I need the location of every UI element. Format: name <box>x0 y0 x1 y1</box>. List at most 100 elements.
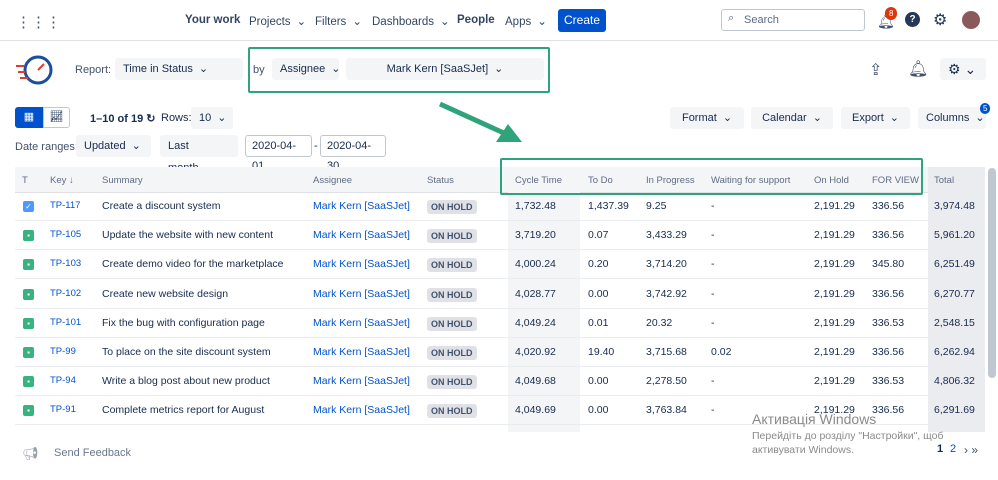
create-button[interactable]: Create <box>558 9 606 32</box>
column-header[interactable]: Assignee <box>313 175 353 186</box>
rows-select[interactable]: 10 <box>191 107 233 129</box>
search-icon: ⌕ <box>728 12 735 24</box>
user-select[interactable]: Mark Kern [SaaSJet] <box>346 58 544 80</box>
cell: 336.53 <box>872 375 905 388</box>
feedback-link[interactable]: Send Feedback <box>54 447 132 459</box>
cell: 3,742.92 <box>646 287 687 300</box>
column-header[interactable]: Status <box>427 175 454 186</box>
settings-menu[interactable]: ⚙ ⌄ <box>940 58 986 80</box>
bell-icon[interactable]: 🔔︎ <box>908 61 929 78</box>
column-header[interactable]: On Hold <box>814 175 849 186</box>
total-column-bg <box>928 167 985 432</box>
page-link[interactable]: 1 <box>937 443 944 455</box>
help-icon[interactable]: ? <box>905 12 920 27</box>
date-from[interactable]: 2020-04-01 <box>245 135 312 172</box>
date-field-select[interactable]: Updated <box>76 135 151 157</box>
status-lozenge: ON HOLD <box>427 375 477 390</box>
watermark-text: Перейдіть до розділу "Настройки", щоб ак… <box>752 430 944 456</box>
report-label: Report: <box>75 64 112 76</box>
cell: 1,437.39 <box>588 200 629 212</box>
chart-view-button[interactable]: 📈︎ <box>43 107 70 128</box>
cell: - <box>711 404 715 417</box>
row-divider <box>15 278 985 280</box>
export-button[interactable]: Export <box>841 107 910 129</box>
nav-item[interactable]: Apps <box>505 14 547 28</box>
issue-key[interactable]: TP-101 <box>50 316 82 328</box>
cell: 0.00 <box>588 375 609 388</box>
cell: 336.53 <box>872 316 905 329</box>
date-to[interactable]: 2020-04-30 <box>320 135 386 172</box>
column-header[interactable]: In Progress <box>646 175 695 186</box>
column-header[interactable]: FOR VIEW <box>872 175 919 186</box>
assignee-link[interactable]: Mark Kern [SaaSJet] <box>313 200 410 212</box>
cell: 5,961.20 <box>934 229 975 242</box>
nav-item[interactable]: Your work <box>185 14 241 26</box>
grid-view-button[interactable]: ▦ <box>15 107 43 128</box>
assignee-link[interactable]: Mark Kern [SaaSJet] <box>313 287 410 300</box>
search-box[interactable]: Search <box>721 9 865 31</box>
assignee-link[interactable]: Mark Kern [SaaSJet] <box>313 346 410 358</box>
scrollbar[interactable] <box>988 168 996 378</box>
highlight-box <box>248 47 550 93</box>
watermark-title: Активація Windows <box>752 411 877 427</box>
share-icon[interactable]: ⇪ <box>869 62 883 79</box>
calendar-button[interactable]: Calendar <box>751 107 833 129</box>
issue-key[interactable]: TP-105 <box>50 229 82 241</box>
total-count: 19 <box>130 113 144 125</box>
cell: Update the website with new content <box>102 229 274 242</box>
column-header[interactable]: Total <box>934 175 955 186</box>
cell: 6,262.94 <box>934 346 975 358</box>
cell: Write a blog post about new product <box>102 375 270 388</box>
issue-key[interactable]: TP-94 <box>50 375 76 387</box>
row-divider <box>15 249 985 251</box>
columns-button[interactable]: Columns <box>918 107 986 129</box>
issue-key[interactable]: TP-117 <box>50 200 81 211</box>
settings-icon[interactable]: ⚙ <box>933 12 948 29</box>
status-lozenge: ON HOLD <box>427 200 477 214</box>
group-select[interactable]: Assignee <box>272 58 339 80</box>
cell: 20.32 <box>646 316 673 329</box>
cell: 336.56 <box>872 200 905 212</box>
row-divider <box>15 424 985 426</box>
period-select[interactable]: Last month <box>160 135 238 174</box>
page-link[interactable]: 2 <box>950 443 957 455</box>
issue-key[interactable]: TP-99 <box>50 346 76 357</box>
assignee-link[interactable]: Mark Kern [SaaSJet] <box>313 258 410 271</box>
cell: 3,974.48 <box>934 200 975 212</box>
assignee-link[interactable]: Mark Kern [SaaSJet] <box>313 316 410 329</box>
cell: 2,191.29 <box>814 404 855 417</box>
cell: 2,278.50 <box>646 375 687 388</box>
status: ON HOLD <box>427 200 477 214</box>
row-divider <box>15 366 985 367</box>
cell: 0.00 <box>588 404 609 417</box>
nav-item[interactable]: Filters <box>315 14 362 28</box>
issue-key[interactable]: TP-102 <box>50 287 82 299</box>
nav-item[interactable]: Projects <box>249 14 306 28</box>
report-select[interactable]: Time in Status <box>115 58 243 80</box>
app-switcher[interactable]: ⋮⋮⋮ <box>16 14 61 31</box>
assignee-link[interactable]: Mark Kern [SaaSJet] <box>313 229 410 242</box>
page-next[interactable]: › » <box>964 443 979 457</box>
assignee-link[interactable]: Mark Kern [SaaSJet] <box>313 375 410 388</box>
column-header[interactable]: To Do <box>588 175 613 186</box>
issue-key[interactable]: TP-103 <box>50 258 82 270</box>
rows-label: Rows: <box>161 112 192 124</box>
row-divider <box>15 307 985 309</box>
cell: 0.07 <box>588 229 609 242</box>
cell: Complete metrics report for August <box>102 404 265 417</box>
column-header[interactable]: Waiting for support <box>711 175 791 186</box>
avatar[interactable] <box>962 11 980 29</box>
status-lozenge: ON HOLD <box>427 346 477 360</box>
format-button[interactable]: Format <box>670 107 744 129</box>
assignee-link[interactable]: Mark Kern [SaaSJet] <box>313 404 410 417</box>
column-header[interactable]: Cycle Time <box>515 175 562 186</box>
highlight-box <box>500 158 923 195</box>
column-header[interactable]: Summary <box>102 175 143 186</box>
nav-item[interactable]: People <box>457 14 495 26</box>
nav-item[interactable]: Dashboards <box>372 14 450 28</box>
column-header[interactable]: Key ↓ <box>50 175 74 186</box>
date-ranges-label: Date ranges: <box>15 141 78 153</box>
issue-key[interactable]: TP-91 <box>50 404 76 416</box>
range-text: 1–10 of 19 ↻ <box>90 113 156 125</box>
